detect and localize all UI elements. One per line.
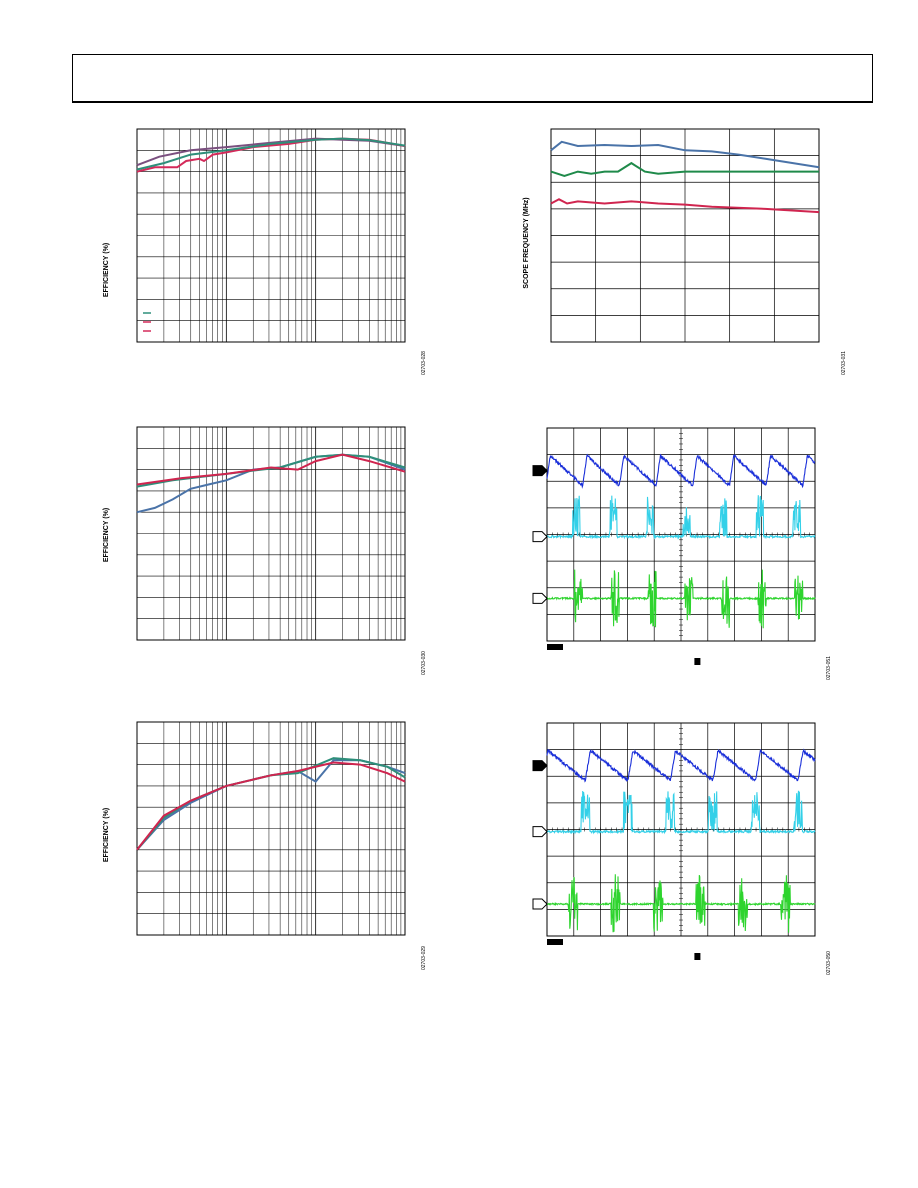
scope-status-block <box>547 644 563 650</box>
efficiency-chart-3: EFFICIENCY (%) 02703-029 <box>95 715 430 975</box>
efficiency-chart-2: EFFICIENCY (%) 02703-030 <box>95 420 430 680</box>
channel-marker-1 <box>533 466 547 476</box>
scope-trigger-block <box>694 953 700 960</box>
y-axis-label: EFFICIENCY (%) <box>103 243 110 297</box>
series-line-3 <box>137 763 405 850</box>
oscilloscope-capture-1: 02703-051 <box>515 420 850 680</box>
series-line-1 <box>137 455 405 513</box>
grid <box>137 722 405 935</box>
channel-marker-3 <box>533 593 547 603</box>
figure-code: 02703-051 <box>826 656 832 680</box>
series-line-2 <box>137 758 405 850</box>
grid <box>137 427 405 640</box>
series-line-1 <box>137 760 405 850</box>
figure-code: 02703-028 <box>421 351 427 375</box>
scope-status-block <box>547 939 563 945</box>
figure-code: 02703-029 <box>421 946 427 970</box>
figure-code: 02703-030 <box>421 651 427 675</box>
oscilloscope-capture-2: 02703-050 <box>515 715 850 975</box>
channel-marker-3 <box>533 899 547 909</box>
channel-marker-1 <box>533 761 547 771</box>
y-axis-label: SCOPE FREQUENCY (MHz) <box>523 197 530 288</box>
y-axis-label: EFFICIENCY (%) <box>103 508 110 562</box>
scope-trigger-block <box>694 658 700 665</box>
channel-marker-2 <box>533 827 547 837</box>
figure-code: 02703-050 <box>826 951 832 975</box>
page-header <box>72 54 873 103</box>
grid <box>137 129 405 342</box>
figure-code: 02703-031 <box>841 351 847 375</box>
y-axis-label: EFFICIENCY (%) <box>103 808 110 862</box>
series-line-1 <box>137 139 405 166</box>
efficiency-chart-1: EFFICIENCY (%) 02703-028 <box>95 120 430 380</box>
channel-marker-2 <box>533 532 547 542</box>
scope-frequency-chart: SCOPE FREQUENCY (MHz) 02703-031 <box>515 120 850 380</box>
